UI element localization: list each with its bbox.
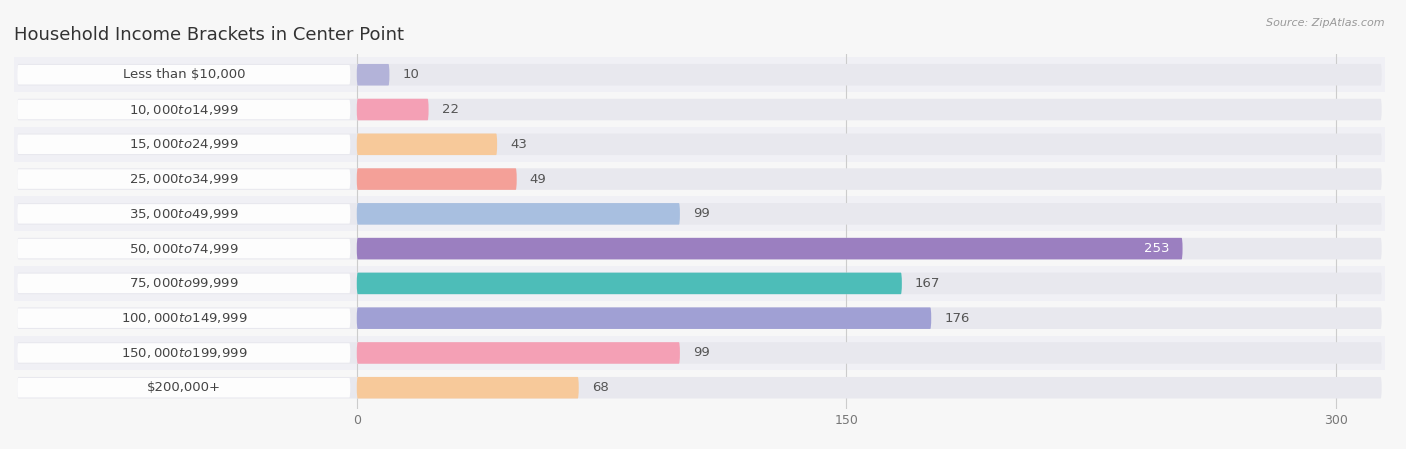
FancyBboxPatch shape bbox=[14, 231, 1385, 266]
Text: 68: 68 bbox=[592, 381, 609, 394]
FancyBboxPatch shape bbox=[357, 308, 931, 329]
Text: 99: 99 bbox=[693, 347, 710, 360]
Text: 49: 49 bbox=[530, 172, 547, 185]
FancyBboxPatch shape bbox=[357, 133, 498, 155]
Text: $10,000 to $14,999: $10,000 to $14,999 bbox=[129, 102, 239, 117]
Text: Household Income Brackets in Center Point: Household Income Brackets in Center Poin… bbox=[14, 26, 404, 44]
FancyBboxPatch shape bbox=[14, 335, 1385, 370]
Text: 10: 10 bbox=[402, 68, 419, 81]
FancyBboxPatch shape bbox=[357, 377, 579, 399]
FancyBboxPatch shape bbox=[17, 64, 1382, 85]
Text: 167: 167 bbox=[915, 277, 941, 290]
FancyBboxPatch shape bbox=[357, 99, 429, 120]
Text: $50,000 to $74,999: $50,000 to $74,999 bbox=[129, 242, 239, 255]
FancyBboxPatch shape bbox=[17, 378, 350, 397]
Text: Source: ZipAtlas.com: Source: ZipAtlas.com bbox=[1267, 18, 1385, 28]
FancyBboxPatch shape bbox=[17, 135, 350, 154]
FancyBboxPatch shape bbox=[17, 239, 350, 258]
FancyBboxPatch shape bbox=[17, 308, 350, 328]
Text: 99: 99 bbox=[693, 207, 710, 220]
Text: $150,000 to $199,999: $150,000 to $199,999 bbox=[121, 346, 247, 360]
FancyBboxPatch shape bbox=[17, 273, 1382, 294]
FancyBboxPatch shape bbox=[17, 238, 1382, 260]
Text: $75,000 to $99,999: $75,000 to $99,999 bbox=[129, 277, 239, 291]
FancyBboxPatch shape bbox=[14, 266, 1385, 301]
FancyBboxPatch shape bbox=[357, 273, 901, 294]
Text: $15,000 to $24,999: $15,000 to $24,999 bbox=[129, 137, 239, 151]
FancyBboxPatch shape bbox=[17, 308, 1382, 329]
Text: 22: 22 bbox=[441, 103, 458, 116]
Text: 176: 176 bbox=[945, 312, 970, 325]
FancyBboxPatch shape bbox=[17, 133, 1382, 155]
Text: Less than $10,000: Less than $10,000 bbox=[122, 68, 245, 81]
FancyBboxPatch shape bbox=[14, 92, 1385, 127]
FancyBboxPatch shape bbox=[17, 168, 1382, 190]
FancyBboxPatch shape bbox=[17, 273, 350, 293]
FancyBboxPatch shape bbox=[14, 197, 1385, 231]
FancyBboxPatch shape bbox=[17, 204, 350, 224]
FancyBboxPatch shape bbox=[357, 168, 517, 190]
FancyBboxPatch shape bbox=[357, 342, 681, 364]
Text: $25,000 to $34,999: $25,000 to $34,999 bbox=[129, 172, 239, 186]
FancyBboxPatch shape bbox=[17, 100, 350, 119]
Text: $100,000 to $149,999: $100,000 to $149,999 bbox=[121, 311, 247, 325]
FancyBboxPatch shape bbox=[14, 370, 1385, 405]
FancyBboxPatch shape bbox=[357, 203, 681, 224]
FancyBboxPatch shape bbox=[17, 99, 1382, 120]
FancyBboxPatch shape bbox=[17, 203, 1382, 224]
Text: 43: 43 bbox=[510, 138, 527, 151]
FancyBboxPatch shape bbox=[17, 343, 350, 363]
FancyBboxPatch shape bbox=[17, 342, 1382, 364]
FancyBboxPatch shape bbox=[14, 162, 1385, 197]
Text: $35,000 to $49,999: $35,000 to $49,999 bbox=[129, 207, 239, 221]
FancyBboxPatch shape bbox=[14, 301, 1385, 335]
FancyBboxPatch shape bbox=[357, 238, 1182, 260]
Text: $200,000+: $200,000+ bbox=[146, 381, 221, 394]
FancyBboxPatch shape bbox=[17, 65, 350, 84]
Text: 253: 253 bbox=[1144, 242, 1170, 255]
FancyBboxPatch shape bbox=[14, 127, 1385, 162]
FancyBboxPatch shape bbox=[357, 64, 389, 85]
FancyBboxPatch shape bbox=[17, 169, 350, 189]
FancyBboxPatch shape bbox=[14, 57, 1385, 92]
FancyBboxPatch shape bbox=[17, 377, 1382, 399]
